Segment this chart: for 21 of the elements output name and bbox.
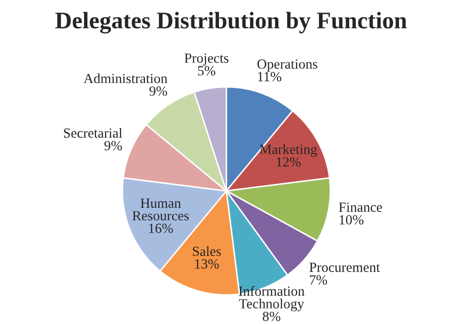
data-label: 9% xyxy=(104,140,122,150)
slice-label: Information Technology xyxy=(238,286,305,312)
slice-label: Sales xyxy=(192,246,221,256)
data-label: 10% xyxy=(340,215,364,225)
data-label: 9% xyxy=(149,86,168,96)
data-label: 16% xyxy=(149,224,173,234)
slice-label: Procurement xyxy=(309,262,380,272)
slice-label: Operations xyxy=(257,59,318,72)
chart-title: Delegates Distribution by Function xyxy=(55,12,407,34)
slice-label: Secretarial xyxy=(64,128,122,138)
data-label: 5% xyxy=(198,66,216,76)
slice-label: Administration xyxy=(84,73,168,84)
data-label: 7% xyxy=(310,275,328,285)
data-label: 12% xyxy=(276,157,301,167)
data-label: 11% xyxy=(258,72,282,82)
data-label: 13% xyxy=(195,259,219,269)
slice-label: Finance xyxy=(338,202,382,212)
data-label: 8% xyxy=(262,312,280,322)
slice-label: Human Resources xyxy=(132,198,189,220)
slice-label: Projects xyxy=(184,53,228,66)
slice-label: Marketing xyxy=(260,144,317,157)
